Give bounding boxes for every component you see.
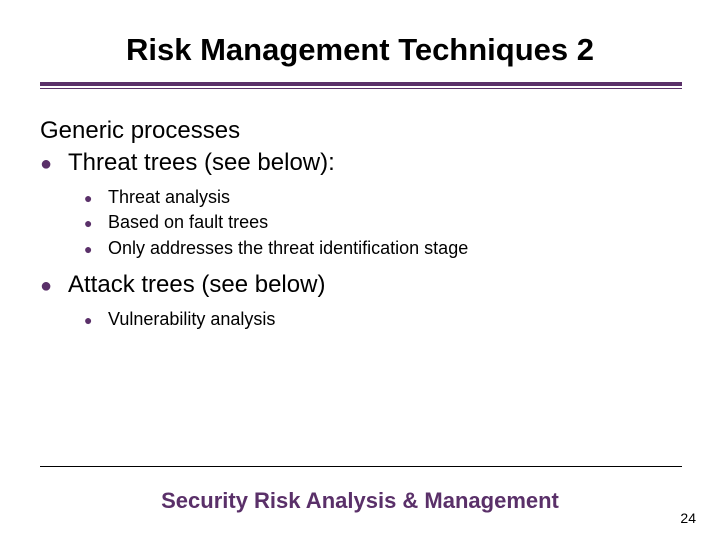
intro-line: Generic processes — [40, 116, 680, 146]
footer-title: Security Risk Analysis & Management — [0, 488, 720, 514]
list-subitem: ● Vulnerability analysis — [84, 308, 680, 331]
list-subitem-label: Only addresses the threat identification… — [108, 237, 468, 260]
list-subitem: ● Only addresses the threat identificati… — [84, 237, 680, 260]
slide: Risk Management Techniques 2 Generic pro… — [0, 0, 720, 540]
bullet-icon: ● — [84, 240, 108, 258]
list-subitem-label: Based on fault trees — [108, 211, 268, 234]
list-item: ● Attack trees (see below) — [40, 270, 680, 300]
title-rule-thin — [40, 88, 682, 89]
list-item-label: Attack trees (see below) — [68, 270, 325, 300]
list-subitem-label: Vulnerability analysis — [108, 308, 275, 331]
bullet-icon: ● — [40, 274, 68, 299]
bullet-icon: ● — [84, 189, 108, 207]
title-rule-thick — [40, 82, 682, 86]
page-number: 24 — [680, 510, 696, 526]
slide-title: Risk Management Techniques 2 — [0, 32, 720, 68]
list-subitem: ● Threat analysis — [84, 186, 680, 209]
list-item-label: Threat trees (see below): — [68, 148, 335, 178]
footer-rule — [40, 466, 682, 467]
slide-body: Generic processes ● Threat trees (see be… — [40, 116, 680, 334]
list-subitem: ● Based on fault trees — [84, 211, 680, 234]
bullet-icon: ● — [84, 214, 108, 232]
list-item: ● Threat trees (see below): — [40, 148, 680, 178]
list-subitem-label: Threat analysis — [108, 186, 230, 209]
bullet-icon: ● — [84, 311, 108, 329]
spacer — [40, 262, 680, 270]
bullet-icon: ● — [40, 152, 68, 177]
